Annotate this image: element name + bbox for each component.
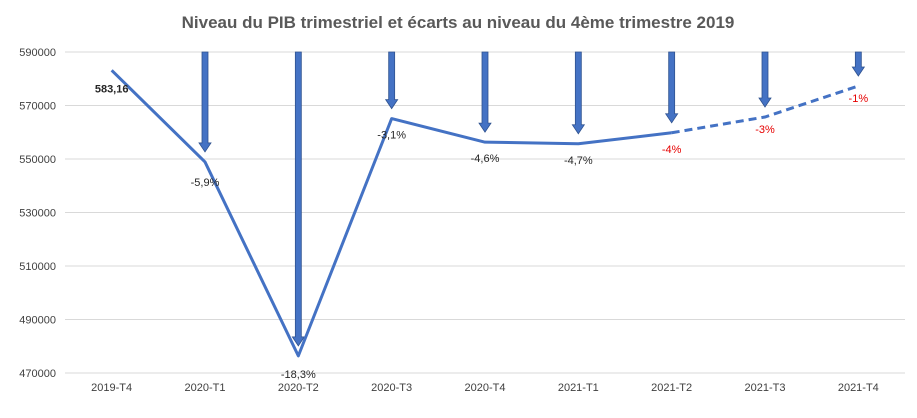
data-label: -1% (849, 93, 869, 105)
data-label: -5,9% (191, 177, 220, 189)
data-label: -18,3% (281, 369, 316, 381)
x-axis-ticks: 2019-T4 2020-T1 2020-T2 2020-T3 2020-T4 2021-… (91, 382, 879, 394)
data-label: -4,6% (471, 153, 500, 165)
data-label: -4% (662, 144, 682, 156)
gap-arrow (291, 51, 306, 347)
y-tick-label: 490000 (19, 315, 56, 327)
data-label: -4,7% (564, 155, 593, 167)
gap-arrows (198, 51, 866, 347)
gap-arrow (758, 51, 772, 108)
x-tick-label: 2021-T3 (745, 382, 786, 394)
x-tick-label: 2020-T1 (185, 382, 226, 394)
x-tick-label: 2021-T1 (558, 382, 599, 394)
gap-arrow (851, 51, 866, 77)
data-label: 583,16 (95, 83, 129, 95)
gap-arrow (571, 51, 586, 135)
x-tick-label: 2020-T3 (371, 382, 412, 394)
x-tick-label: 2021-T4 (838, 382, 879, 394)
y-tick-label: 530000 (19, 208, 56, 220)
gap-arrow (384, 51, 399, 110)
gap-arrow (664, 51, 679, 124)
data-labels: 583,16 -5,9% -18,3% -3,1% -4,6% -4,7% -4% -3% -1… (95, 83, 868, 381)
x-tick-label: 2020-T4 (465, 382, 506, 394)
y-tick-label: 570000 (19, 101, 56, 113)
y-tick-label: 550000 (19, 154, 56, 166)
y-tick-label: 510000 (19, 261, 56, 273)
x-tick-label: 2020-T2 (278, 382, 319, 394)
y-tick-label: 470000 (19, 368, 56, 380)
gap-arrow (478, 51, 492, 133)
gap-arrow (198, 51, 212, 153)
gdp-line-observed (110, 69, 672, 358)
chart-title: Niveau du PIB trimestriel et écarts au n… (182, 13, 735, 32)
data-label: -3% (755, 124, 775, 136)
gdp-series (110, 69, 859, 358)
x-tick-label: 2021-T2 (651, 382, 692, 394)
y-axis-ticks: 470000 490000 510000 530000 550000 570000 5900… (19, 47, 56, 380)
x-tick-label: 2019-T4 (91, 382, 132, 394)
y-tick-label: 590000 (19, 47, 56, 59)
data-label: -3,1% (377, 130, 406, 142)
